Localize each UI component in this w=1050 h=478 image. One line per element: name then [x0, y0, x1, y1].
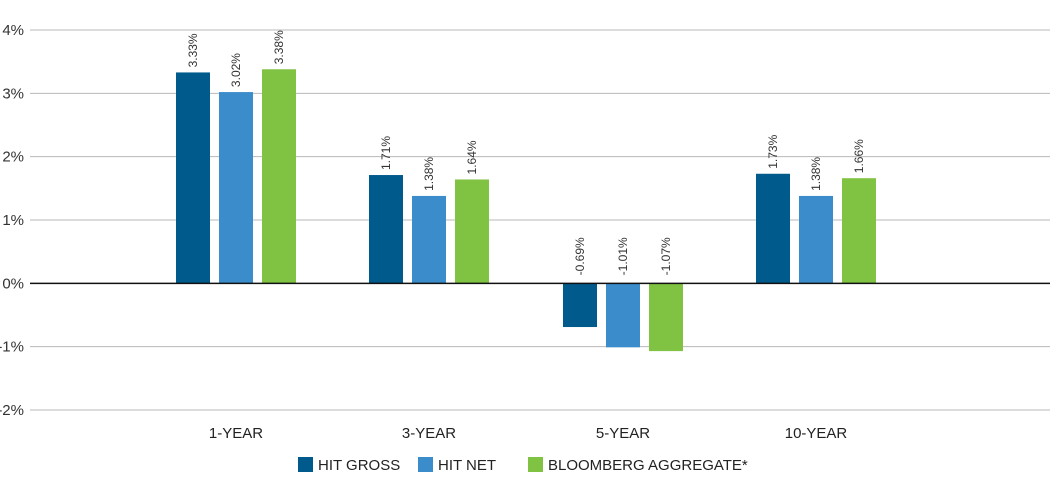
data-label: 1.71% [379, 136, 393, 170]
legend-label: HIT NET [438, 457, 496, 474]
data-label: 3.38% [272, 30, 286, 64]
bars [176, 69, 876, 352]
x-category-label: 1-YEAR [209, 425, 263, 442]
legend-swatch [418, 457, 433, 472]
legend-label: BLOOMBERG AGGREGATE* [548, 457, 748, 474]
bar-bloomberg-aggregate-10-year [842, 178, 876, 284]
bar-bloomberg-aggregate-5-year [649, 283, 683, 352]
y-tick-label: -1% [0, 339, 24, 356]
bar-hit-net-3-year [412, 195, 446, 284]
x-axis-categories: 1-YEAR 3-YEAR 5-YEAR 10-YEAR [209, 425, 848, 442]
bar-bloomberg-aggregate-3-year [455, 179, 489, 284]
data-label: -0.69% [573, 237, 587, 275]
y-tick-label: -2% [0, 402, 24, 419]
data-label: 3.33% [186, 33, 200, 67]
bar-hit-gross-10-year [756, 173, 790, 284]
x-category-label: 3-YEAR [402, 425, 456, 442]
data-label: 1.38% [422, 157, 436, 191]
legend: HIT GROSS HIT NET BLOOMBERG AGGREGATE* [298, 457, 748, 474]
data-label: 1.73% [766, 134, 780, 168]
legend-label: HIT GROSS [318, 457, 400, 474]
y-tick-label: 4% [2, 22, 24, 39]
data-label: 3.02% [229, 53, 243, 87]
x-category-label: 5-YEAR [596, 425, 650, 442]
y-tick-label: 0% [2, 275, 24, 292]
legend-swatch [528, 457, 543, 472]
y-tick-label: 3% [2, 85, 24, 102]
bar-hit-gross-5-year [563, 283, 597, 328]
x-category-label: 10-YEAR [785, 425, 848, 442]
data-label: -1.07% [659, 237, 673, 275]
y-tick-label: 1% [2, 212, 24, 229]
legend-swatch [298, 457, 313, 472]
data-label: 1.38% [809, 157, 823, 191]
bar-hit-gross-3-year [369, 175, 403, 284]
bar-hit-gross-1-year [176, 72, 210, 284]
bar-bloomberg-aggregate-1-year [262, 69, 296, 284]
y-tick-label: 2% [2, 149, 24, 166]
data-labels: 3.33% 3.02% 3.38% 1.71% 1.38% 1.64% -0.69% -1.0… [186, 30, 866, 275]
data-label: 1.66% [852, 139, 866, 173]
data-label: 1.64% [465, 140, 479, 174]
y-axis-ticks: 4% 3% 2% 1% 0% -1% -2% [0, 22, 24, 419]
bar-hit-net-5-year [606, 283, 640, 348]
bar-hit-net-1-year [219, 92, 253, 284]
bar-hit-net-10-year [799, 195, 833, 284]
data-label: -1.01% [616, 237, 630, 275]
